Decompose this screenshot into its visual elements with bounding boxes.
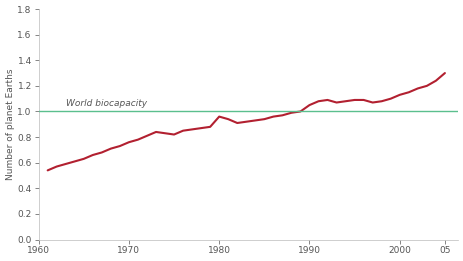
Text: World biocapacity: World biocapacity bbox=[66, 99, 147, 108]
Y-axis label: Number of planet Earths: Number of planet Earths bbox=[6, 69, 14, 180]
